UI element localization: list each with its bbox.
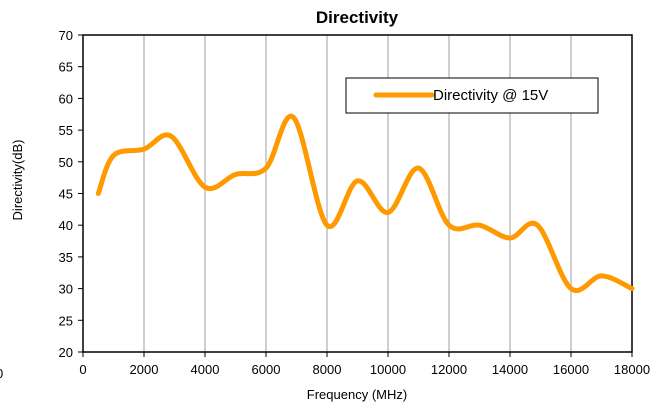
- y-tick-label: 60: [59, 91, 73, 106]
- y-tick-label: 35: [59, 250, 73, 265]
- y-tick-label: 50: [59, 155, 73, 170]
- series-layer: [95, 113, 635, 293]
- legend: Directivity @ 15V: [345, 77, 599, 114]
- legend-label: Directivity @ 15V: [433, 87, 548, 104]
- x-axis-label: Frequency (MHz): [307, 387, 407, 402]
- x-tick-label: 6000: [252, 362, 281, 377]
- y-tick-label: 40: [59, 218, 73, 233]
- y-tick-label: 20: [59, 345, 73, 360]
- y-tick-label: 65: [59, 60, 73, 75]
- stray-zero-label: 0: [0, 366, 3, 381]
- x-tick-label: 8000: [313, 362, 342, 377]
- x-tick-label: 2000: [130, 362, 159, 377]
- x-tick-label: 10000: [370, 362, 406, 377]
- chart-title: Directivity: [316, 8, 399, 27]
- x-tick-label: 4000: [191, 362, 220, 377]
- axis-ticks: 0 2000 4000 6000 8000 10000 12000 14000 16000 180…: [59, 28, 651, 377]
- y-tick-label: 30: [59, 282, 73, 297]
- y-tick-label: 45: [59, 187, 73, 202]
- x-tick-label: 0: [79, 362, 86, 377]
- y-axis-label: Directivity(dB): [10, 140, 25, 221]
- x-tick-label: 16000: [553, 362, 589, 377]
- x-tick-label: 14000: [492, 362, 528, 377]
- x-tick-label: 12000: [431, 362, 467, 377]
- y-tick-label: 25: [59, 313, 73, 328]
- y-tick-label: 70: [59, 28, 73, 43]
- y-tick-label: 55: [59, 123, 73, 138]
- series-line: [95, 113, 635, 293]
- x-tick-label: 18000: [614, 362, 650, 377]
